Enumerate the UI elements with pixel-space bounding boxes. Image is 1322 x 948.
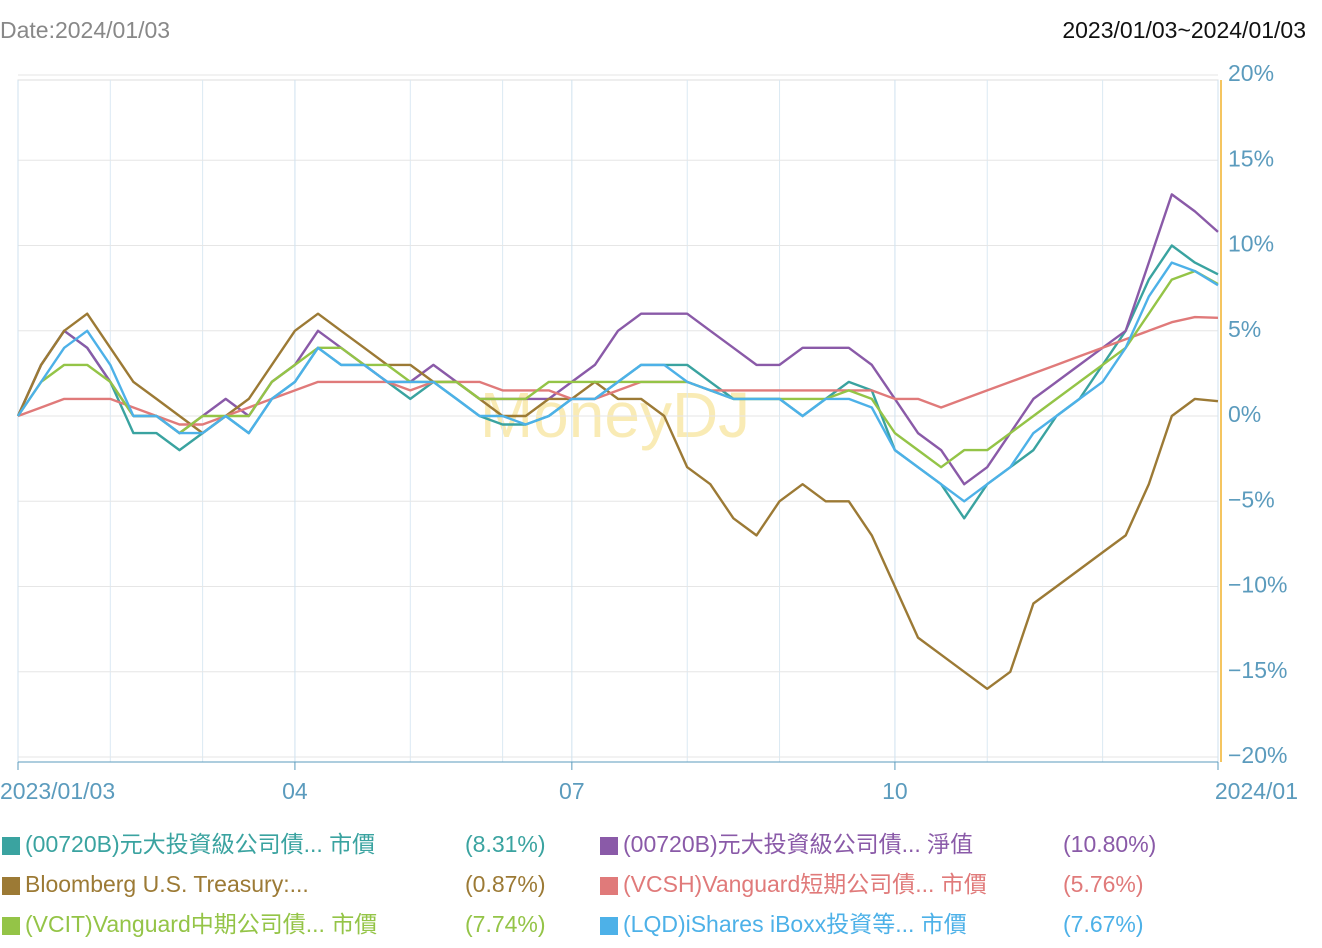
legend-swatch [2, 837, 20, 855]
legend-swatch [600, 837, 618, 855]
legend-swatch [2, 917, 20, 935]
x-tick-label: 04 [282, 778, 308, 804]
x-tick-label: 2023/01/03 [0, 778, 115, 804]
legend-swatch [600, 877, 618, 895]
legend-label: (00720B)元大投資級公司債... 淨值 [623, 831, 973, 857]
legend-swatch [600, 917, 618, 935]
legend-item: (00720B)元大投資級公司債... 市價 (8.31%) [2, 831, 546, 857]
y-tick-label: 0% [1228, 401, 1261, 427]
y-tick-label: −15% [1228, 657, 1287, 683]
series-line [16, 193, 1219, 486]
y-tick-label: 20% [1228, 60, 1274, 86]
y-tick-label: −5% [1228, 486, 1275, 512]
legend-value: (7.67%) [1063, 911, 1144, 937]
series-line [17, 315, 1219, 426]
legend-label: (00720B)元大投資級公司債... 市價 [25, 831, 375, 857]
date-label: Date:2024/01/03 [0, 17, 170, 43]
legend-label: (LQD)iShares iBoxx投資等... 市價 [623, 911, 967, 937]
legend-item: Bloomberg U.S. Treasury:... (0.87%) [2, 871, 546, 897]
legend-item: (VCIT)Vanguard中期公司債... 市價 (7.74%) [2, 911, 546, 937]
y-tick-label: 10% [1228, 231, 1274, 257]
legend-value: (8.31%) [465, 831, 546, 857]
y-tick-label: −10% [1228, 572, 1287, 598]
legend-value: (0.87%) [465, 871, 546, 897]
legend-label: Bloomberg U.S. Treasury:... [25, 871, 309, 897]
x-tick-label: 10 [882, 778, 908, 804]
series-line [17, 261, 1219, 503]
y-tick-label: 15% [1228, 145, 1274, 171]
y-tick-label: −20% [1228, 742, 1287, 768]
y-tick-label: 5% [1228, 316, 1261, 342]
legend-item: (VCSH)Vanguard短期公司債... 市價 (5.76%) [600, 871, 1144, 897]
legend-value: (10.80%) [1063, 831, 1156, 857]
legend-value: (5.76%) [1063, 871, 1144, 897]
legend-item: (LQD)iShares iBoxx投資等... 市價 (7.67%) [600, 911, 1144, 937]
date-range: 2023/01/03~2024/01/03 [1062, 17, 1306, 43]
legend-swatch [2, 877, 20, 895]
x-tick-label: 2024/01 [1215, 778, 1298, 804]
legend-value: (7.74%) [465, 911, 546, 937]
legend-label: (VCIT)Vanguard中期公司債... 市價 [25, 911, 377, 937]
x-tick-label: 07 [559, 778, 585, 804]
legend-item: (00720B)元大投資級公司債... 淨值 (10.80%) [600, 831, 1156, 857]
legend-label: (VCSH)Vanguard短期公司債... 市價 [623, 871, 987, 897]
